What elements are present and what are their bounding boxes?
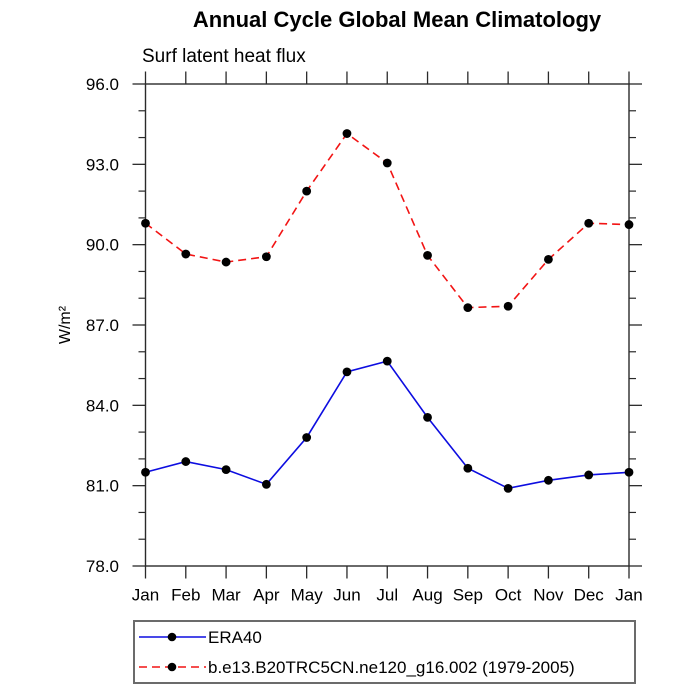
data-point-0 bbox=[423, 412, 432, 422]
x-tick-label: Feb bbox=[171, 586, 200, 605]
data-point-0 bbox=[544, 475, 553, 485]
data-point-0 bbox=[221, 465, 231, 474]
data-point-0 bbox=[382, 356, 392, 366]
data-point-0 bbox=[503, 483, 513, 493]
legend-sample-model bbox=[139, 662, 206, 672]
legend-sample-era40 bbox=[139, 632, 206, 642]
data-point-1 bbox=[342, 129, 352, 138]
x-tick-label: Sep bbox=[453, 586, 483, 605]
plot-frame bbox=[144, 83, 630, 567]
x-tick-label: Apr bbox=[253, 586, 280, 605]
chart-title: Annual Cycle Global Mean Climatology bbox=[192, 7, 602, 32]
x-tick-label: Jan bbox=[132, 586, 159, 605]
y-tick-label: 96.0 bbox=[86, 75, 119, 94]
data-point-1 bbox=[503, 301, 513, 311]
data-point-1 bbox=[544, 254, 553, 264]
y-tick-label: 93.0 bbox=[86, 155, 119, 174]
legend-row-era40: ERA40 bbox=[135, 624, 634, 650]
x-tick-label: Oct bbox=[495, 586, 522, 605]
data-point-0 bbox=[463, 463, 473, 473]
y-tick-label: 78.0 bbox=[86, 557, 119, 576]
y-tick-label: 87.0 bbox=[86, 316, 119, 335]
data-point-1 bbox=[382, 158, 392, 168]
data-point-1 bbox=[141, 218, 150, 228]
x-tick-label: Jul bbox=[376, 586, 398, 605]
x-tick-label: Mar bbox=[211, 586, 241, 605]
chart-subtitle: Surf latent heat flux bbox=[142, 46, 306, 67]
legend-row-model: b.e13.B20TRC5CN.ne120_g16.002 (1979-2005… bbox=[135, 654, 634, 680]
data-point-1 bbox=[423, 250, 432, 260]
series-line-0 bbox=[145, 360, 630, 490]
legend-marker-dot bbox=[167, 662, 177, 672]
x-tick-label: Dec bbox=[574, 586, 605, 605]
legend: ERA40 b.e13.B20TRC5CN.ne120_g16.002 (197… bbox=[133, 620, 636, 684]
data-point-0 bbox=[261, 479, 271, 489]
data-point-0 bbox=[181, 457, 191, 466]
x-tick-label: May bbox=[291, 586, 324, 605]
x-tick-label: Jan bbox=[615, 586, 642, 605]
x-tick-label: Nov bbox=[533, 586, 564, 605]
data-point-1 bbox=[302, 186, 312, 196]
data-point-0 bbox=[624, 467, 634, 477]
y-tick-label: 90.0 bbox=[86, 236, 119, 255]
data-point-1 bbox=[463, 303, 473, 312]
y-tick-label: 84.0 bbox=[86, 396, 119, 415]
data-point-0 bbox=[141, 467, 150, 477]
data-point-0 bbox=[584, 470, 594, 480]
data-point-1 bbox=[584, 218, 594, 228]
x-tick-label: Jun bbox=[333, 586, 360, 605]
data-point-1 bbox=[261, 252, 271, 262]
legend-marker-dot bbox=[167, 632, 177, 642]
data-point-0 bbox=[302, 433, 312, 442]
legend-label-era40: ERA40 bbox=[208, 627, 262, 647]
y-tick-label: 81.0 bbox=[86, 477, 119, 496]
x-tick-label: Aug bbox=[412, 586, 442, 605]
data-point-0 bbox=[342, 367, 352, 377]
data-point-1 bbox=[624, 220, 634, 229]
legend-label-model: b.e13.B20TRC5CN.ne120_g16.002 (1979-2005… bbox=[208, 657, 575, 677]
data-point-1 bbox=[221, 257, 231, 267]
data-point-1 bbox=[181, 249, 191, 259]
